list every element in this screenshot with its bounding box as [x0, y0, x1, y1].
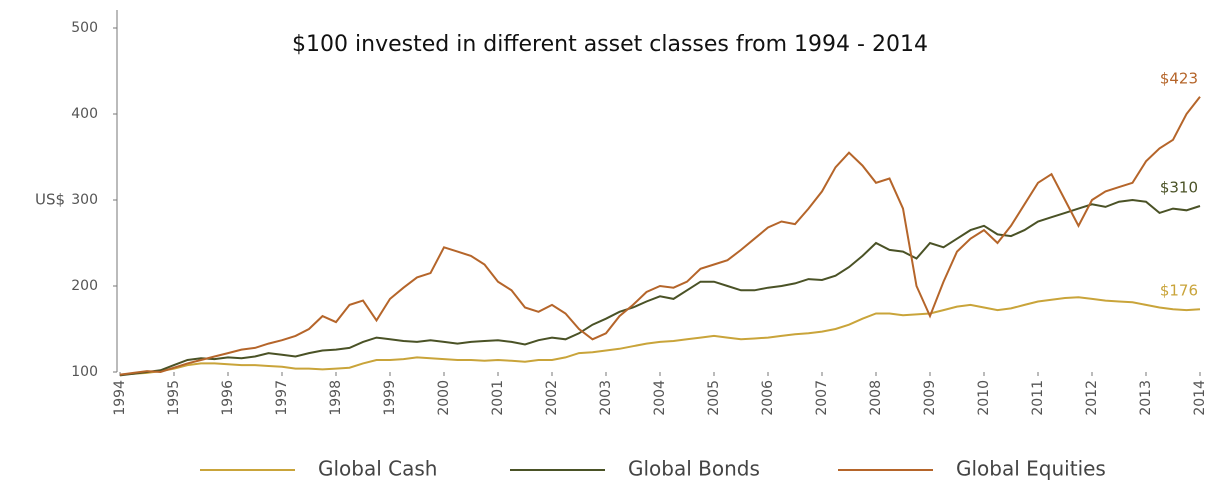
x-tick-label: 2008 — [868, 380, 884, 416]
x-tick-label: 2007 — [814, 380, 830, 416]
x-tick-label: 1997 — [274, 380, 290, 416]
x-tick-label: 2004 — [652, 380, 668, 416]
y-tick-label: 500 — [71, 20, 98, 36]
x-tick-label: 2003 — [598, 380, 614, 416]
y-tick-label: 400 — [71, 106, 98, 122]
x-tick-label: 2014 — [1192, 380, 1208, 416]
end-label: $176 — [1160, 282, 1198, 300]
y-tick-label: 300 — [71, 192, 98, 208]
legend-label: Global Bonds — [628, 457, 760, 481]
x-tick-label: 2012 — [1084, 380, 1100, 416]
x-tick-label: 2013 — [1138, 380, 1154, 416]
series-line — [119, 198, 1201, 377]
end-label: $310 — [1160, 179, 1198, 197]
x-tick-label: 2010 — [976, 380, 992, 416]
y-tick-label: 200 — [71, 278, 98, 294]
series-line — [119, 96, 1201, 376]
x-tick-label: 2005 — [706, 380, 722, 416]
y-axis-label: US$ — [35, 191, 65, 209]
x-tick-label: 2002 — [544, 380, 560, 416]
x-tick-label: 1994 — [112, 380, 128, 416]
x-tick-label: 2006 — [760, 380, 776, 416]
legend-label: Global Cash — [318, 457, 437, 481]
y-tick-label: 100 — [71, 364, 98, 380]
x-tick-label: 1996 — [220, 380, 236, 416]
x-tick-label: 1999 — [382, 380, 398, 416]
chart-title: $100 invested in different asset classes… — [292, 32, 928, 57]
legend-label: Global Equities — [956, 457, 1106, 481]
x-tick-label: 2009 — [922, 380, 938, 416]
x-tick-label: 1998 — [328, 380, 344, 416]
x-tick-label: 1995 — [166, 380, 182, 416]
x-tick-label: 2001 — [490, 380, 506, 416]
end-label: $423 — [1160, 69, 1198, 87]
x-tick-label: 2000 — [436, 380, 452, 416]
x-tick-label: 2011 — [1030, 380, 1046, 416]
series-line — [119, 296, 1201, 376]
